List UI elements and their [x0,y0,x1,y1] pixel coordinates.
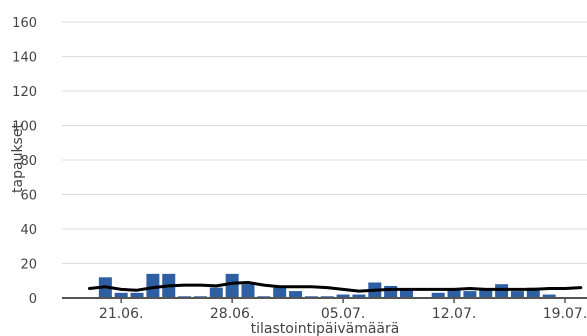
bar [241,284,255,298]
bar [542,294,556,298]
y-axis-label: tapaukset [10,123,26,193]
bar [273,287,287,298]
y-tick-label: 120 [12,85,37,100]
bar [447,289,461,298]
y-tick-label: 140 [12,51,37,66]
x-axis-label: tilastointipäivämäärä [251,321,400,336]
bar [495,284,509,298]
x-tick-label: 12.07. [432,306,477,322]
y-tick-label: 100 [12,120,37,135]
bar [510,291,524,298]
bar [114,292,128,298]
x-tick-label: 19.07. [543,306,587,322]
x-tick-label: 21.06. [99,306,144,322]
y-axis: 0 20 40 60 80 100 120 140 160 [12,16,37,307]
bar [146,273,160,298]
trend-line [88,281,583,293]
bar [130,292,144,298]
y-tick-label: 0 [29,292,37,307]
x-tick-label: 05.07. [321,306,366,322]
y-tick-label: 80 [20,154,37,169]
y-tick-label: 60 [20,189,37,204]
bar [526,287,540,298]
bar [400,289,413,298]
y-tick-label: 160 [12,16,37,31]
y-tick-label: 20 [20,258,37,273]
gridlines [62,21,587,264]
bar [463,291,477,298]
bar [431,292,445,298]
bar [225,273,239,298]
bar [336,294,350,298]
bar [209,287,223,298]
x-axis: 21.06. 28.06. 05.07. 12.07. 19.07. [99,298,587,322]
x-tick-label: 28.06. [210,306,255,322]
y-tick-label: 40 [20,223,37,238]
bar [479,289,493,298]
bar [289,291,303,298]
bar [352,294,366,298]
bar [384,285,398,298]
